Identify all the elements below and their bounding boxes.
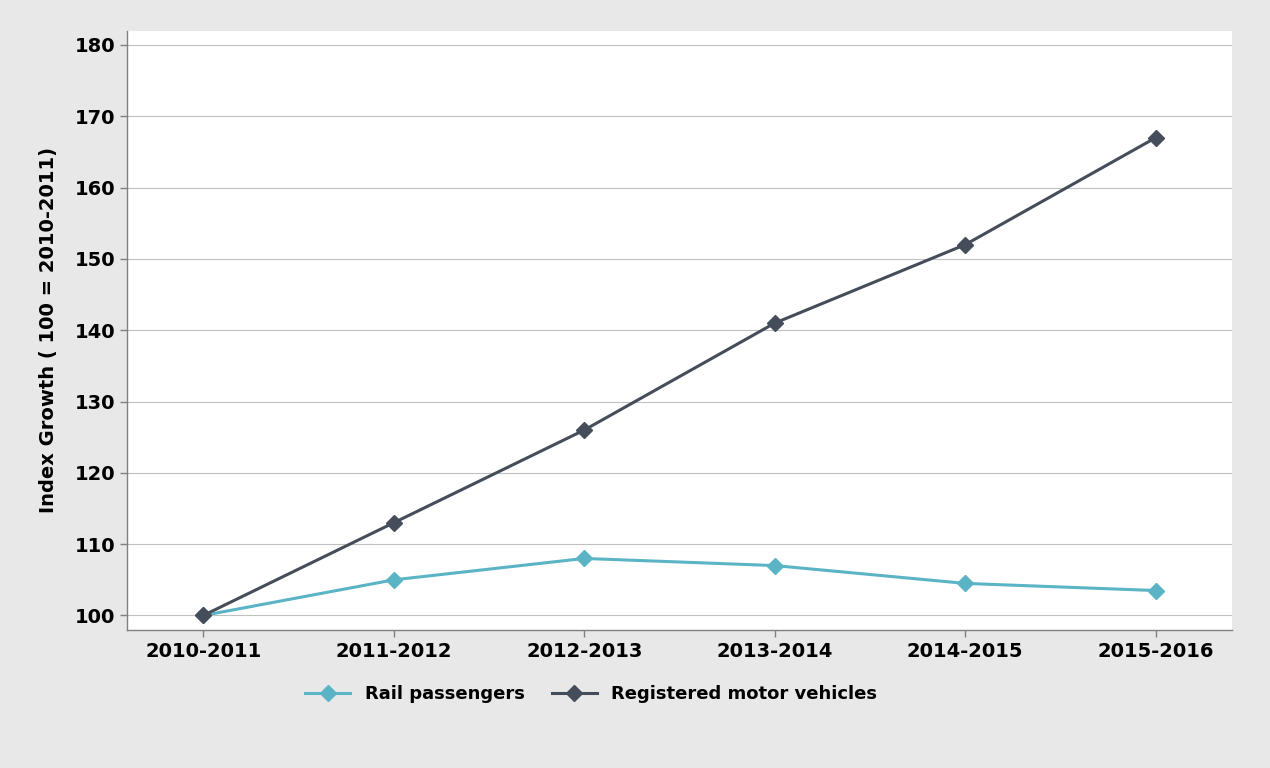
Rail passengers bbox=[958, 579, 973, 588]
Registered motor vehicles bbox=[767, 319, 782, 328]
Registered motor vehicles bbox=[1148, 133, 1163, 142]
Registered motor vehicles bbox=[958, 240, 973, 250]
Registered motor vehicles bbox=[577, 425, 592, 435]
Rail passengers bbox=[577, 554, 592, 563]
Registered motor vehicles bbox=[196, 611, 211, 620]
Line: Rail passengers: Rail passengers bbox=[198, 553, 1161, 621]
Line: Registered motor vehicles: Registered motor vehicles bbox=[198, 132, 1161, 621]
Registered motor vehicles bbox=[386, 518, 401, 528]
Legend: Rail passengers, Registered motor vehicles: Rail passengers, Registered motor vehicl… bbox=[297, 678, 884, 710]
Y-axis label: Index Growth ( 100 = 2010-2011): Index Growth ( 100 = 2010-2011) bbox=[39, 147, 58, 513]
Rail passengers bbox=[767, 561, 782, 570]
Rail passengers bbox=[386, 575, 401, 584]
Rail passengers bbox=[1148, 586, 1163, 595]
Rail passengers bbox=[196, 611, 211, 620]
